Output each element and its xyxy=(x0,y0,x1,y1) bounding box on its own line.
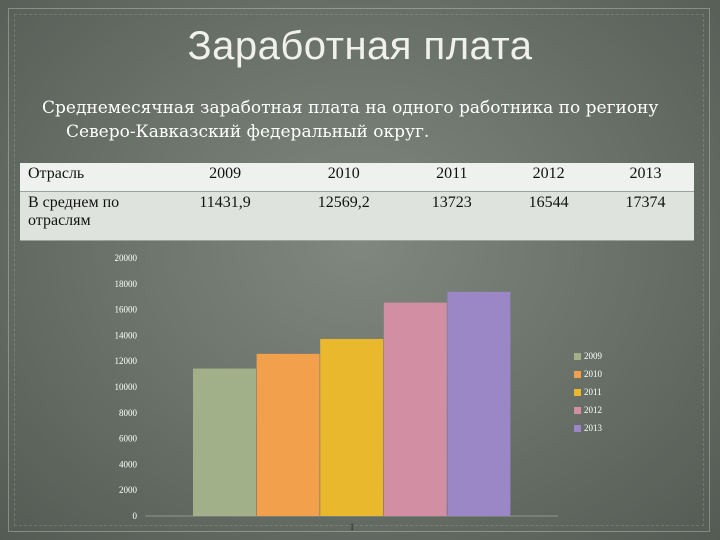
y-tick-label: 8000 xyxy=(119,408,138,418)
y-tick-label: 4000 xyxy=(119,459,138,469)
y-tick-label: 12000 xyxy=(115,356,138,366)
table-cell: 11431,9 xyxy=(166,191,285,241)
table-header-cell: 2009 xyxy=(166,163,285,192)
legend-label: 2011 xyxy=(584,387,602,397)
table-cell: 13723 xyxy=(403,191,501,241)
table-cell: В среднем по отраслям xyxy=(20,191,166,241)
table-cell: 17374 xyxy=(597,191,694,241)
legend-swatch xyxy=(574,407,581,414)
y-tick-label: 16000 xyxy=(115,305,138,315)
slide-subtitle: Среднемесячная заработная плата на одног… xyxy=(42,96,692,144)
bar-2013 xyxy=(447,291,511,516)
x-tick-label: 1 xyxy=(350,522,355,532)
legend-label: 2012 xyxy=(584,405,602,415)
table-header-cell: 2011 xyxy=(403,163,501,192)
table-header-cell: Отрасль xyxy=(20,163,166,192)
legend-label: 2010 xyxy=(584,369,602,379)
bar-2012 xyxy=(383,302,447,516)
bar-2010 xyxy=(256,353,320,516)
table-row: В среднем по отраслям 11431,9 12569,2 13… xyxy=(20,191,694,241)
legend-swatch xyxy=(574,389,581,396)
salary-table: Отрасль 2009 2010 2011 2012 2013 В средн… xyxy=(20,163,694,241)
bar-2009 xyxy=(193,368,256,516)
y-tick-label: 18000 xyxy=(115,279,138,289)
table-header-cell: 2013 xyxy=(597,163,694,192)
legend-swatch xyxy=(574,353,581,360)
legend-label: 2009 xyxy=(584,351,602,361)
y-tick-label: 10000 xyxy=(115,382,138,392)
legend-swatch xyxy=(574,425,581,432)
y-tick-label: 2000 xyxy=(119,485,138,495)
table-cell: 12569,2 xyxy=(284,191,404,241)
table-header-cell: 2010 xyxy=(284,163,404,192)
table-header-row: Отрасль 2009 2010 2011 2012 2013 xyxy=(20,163,694,192)
table-header-cell: 2012 xyxy=(500,163,598,192)
y-tick-label: 20000 xyxy=(115,253,138,263)
y-tick-label: 6000 xyxy=(119,434,138,444)
subtitle-line-1: Среднемесячная заработная плата на одног… xyxy=(42,98,659,118)
legend-swatch xyxy=(574,371,581,378)
subtitle-line-2: Северо-Кавказский федеральный округ. xyxy=(66,122,430,142)
legend-label: 2013 xyxy=(584,423,602,433)
table-cell: 16544 xyxy=(500,191,598,241)
bar-2011 xyxy=(320,338,384,516)
y-tick-label: 0 xyxy=(133,511,138,521)
slide-title: Заработная плата xyxy=(187,24,533,68)
y-tick-label: 14000 xyxy=(115,330,138,340)
